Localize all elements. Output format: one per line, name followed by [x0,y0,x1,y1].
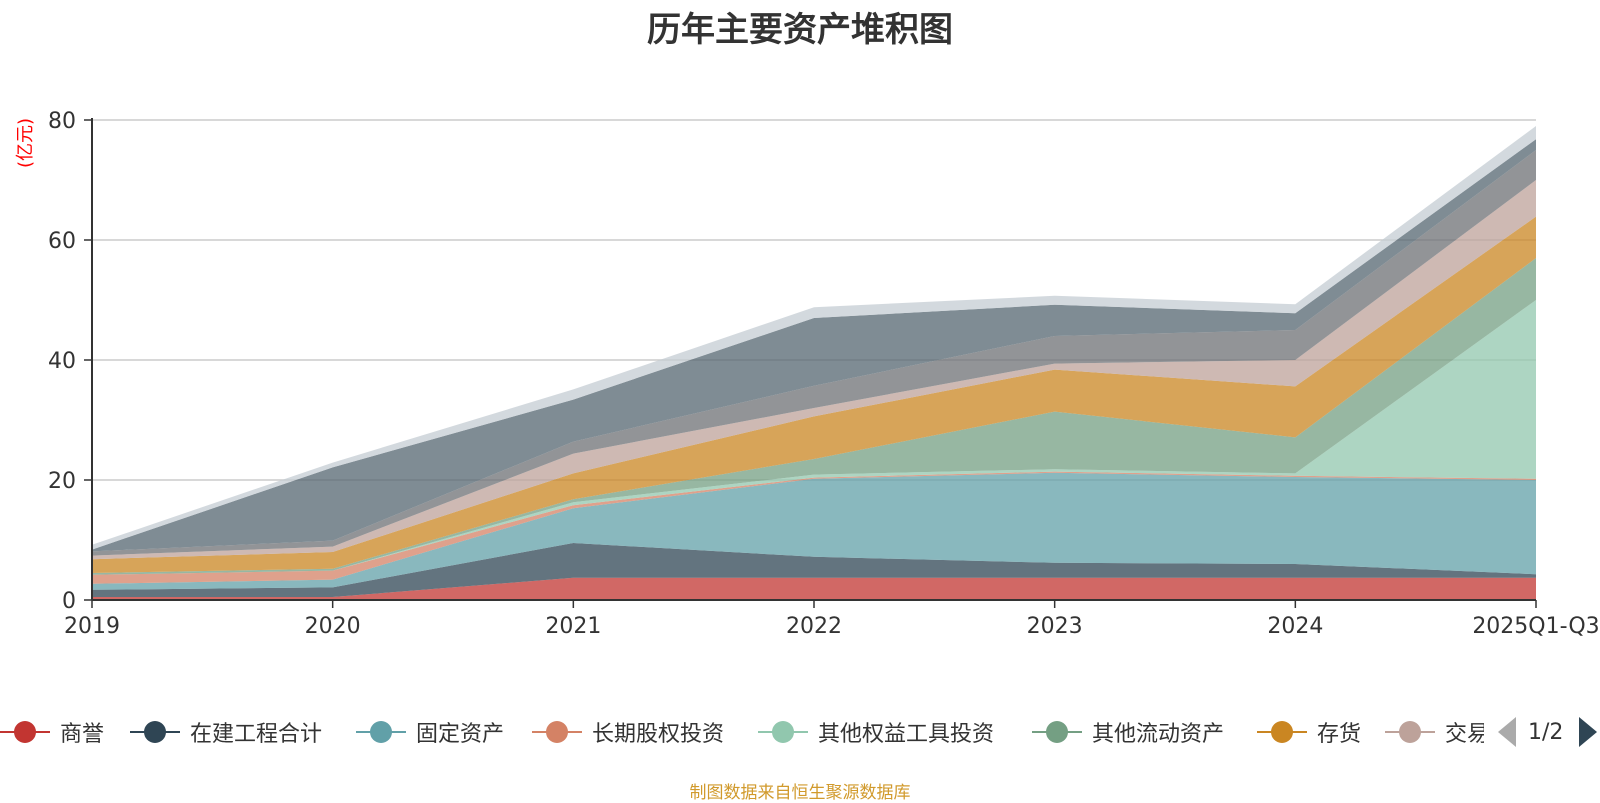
legend-item-label: 长期股权投资 [592,722,725,747]
legend-marker-icon [1257,717,1307,747]
source-note: 制图数据来自恒生聚源数据库 [689,783,911,803]
legend-item[interactable]: 交易性金融资产 [1385,712,1484,752]
legend-item[interactable]: 在建工程合计 [130,712,322,752]
legend-item-label: 其他权益工具投资 [818,722,995,747]
x-tick-label: 2021 [545,614,601,639]
legend-marker-icon [532,717,582,747]
legend-item[interactable]: 商誉 [0,712,104,752]
y-tick-label: 40 [48,349,76,374]
y-tick-label: 80 [48,109,76,134]
legend-item-label: 固定资产 [416,722,505,747]
area-series-存货[interactable] [92,216,1536,573]
legend-marker-icon [1032,717,1082,747]
legend-marker-icon [130,717,180,747]
legend-items-viewport: 商誉 在建工程合计 固定资产 长期股权投资 其他权益工具投资 其他流动资产 存货 交易性金融资… [0,712,1484,752]
x-tick-label: 2020 [305,614,361,639]
legend-item[interactable]: 存货 [1257,712,1361,752]
area-series-在建工程合计[interactable] [92,543,1536,597]
y-tick-label: 20 [48,469,76,494]
stacked-area-chart: 0 20 40 60 80 2019 2020 2021 2022 2023 2024 2025Q1-… [15,109,1600,639]
legend-item-label: 其他流动资产 [1092,722,1225,747]
legend-marker-icon [758,717,808,747]
legend-item[interactable]: 其他权益工具投资 [758,712,994,752]
axes: 0 20 40 60 80 2019 2020 2021 2022 2023 2024 2025Q1-… [48,109,1600,639]
chart-title: 历年主要资产堆积图 [647,10,953,50]
legend-pager: 1/2 [1498,712,1598,752]
area-series-应收账款[interactable] [92,150,1536,556]
area-series-固定资产[interactable] [92,472,1536,590]
x-tick-label: 2019 [64,614,120,639]
legend-item-label: 交易性金融资产 [1445,722,1484,747]
x-tick-label: 2025Q1-Q3 [1472,614,1599,639]
area-series [92,126,1536,600]
x-tick-label: 2023 [1027,614,1083,639]
legend-marker-icon [1385,717,1435,747]
legend-page-indicator: 1/2 [1528,719,1564,745]
legend-item[interactable]: 长期股权投资 [532,712,724,752]
area-series-长期股权投资[interactable] [92,471,1536,584]
legend-marker-icon [356,717,406,747]
y-axis-unit-label: (亿元) [15,118,36,168]
legend-item[interactable]: 其他流动资产 [1032,712,1224,752]
area-series-商誉[interactable] [92,577,1536,600]
y-tick-label: 60 [48,229,76,254]
x-tick-label: 2022 [786,614,842,639]
area-series-货币资金[interactable] [92,139,1536,552]
legend-prev-page-icon[interactable] [1498,717,1516,747]
legend-item-label: 存货 [1317,722,1362,747]
legend-item-label: 在建工程合计 [190,722,323,747]
legend-marker-icon [0,717,50,747]
x-tick-label: 2024 [1267,614,1323,639]
legend: 商誉 在建工程合计 固定资产 长期股权投资 其他权益工具投资 其他流动资产 存货 交易性金融资… [0,712,1600,752]
y-tick-label: 0 [62,589,76,614]
area-series-交易性金融资产[interactable] [92,180,1536,560]
legend-item[interactable]: 固定资产 [356,712,504,752]
legend-next-page-icon[interactable] [1579,717,1598,747]
legend-item-label: 商誉 [60,722,105,747]
